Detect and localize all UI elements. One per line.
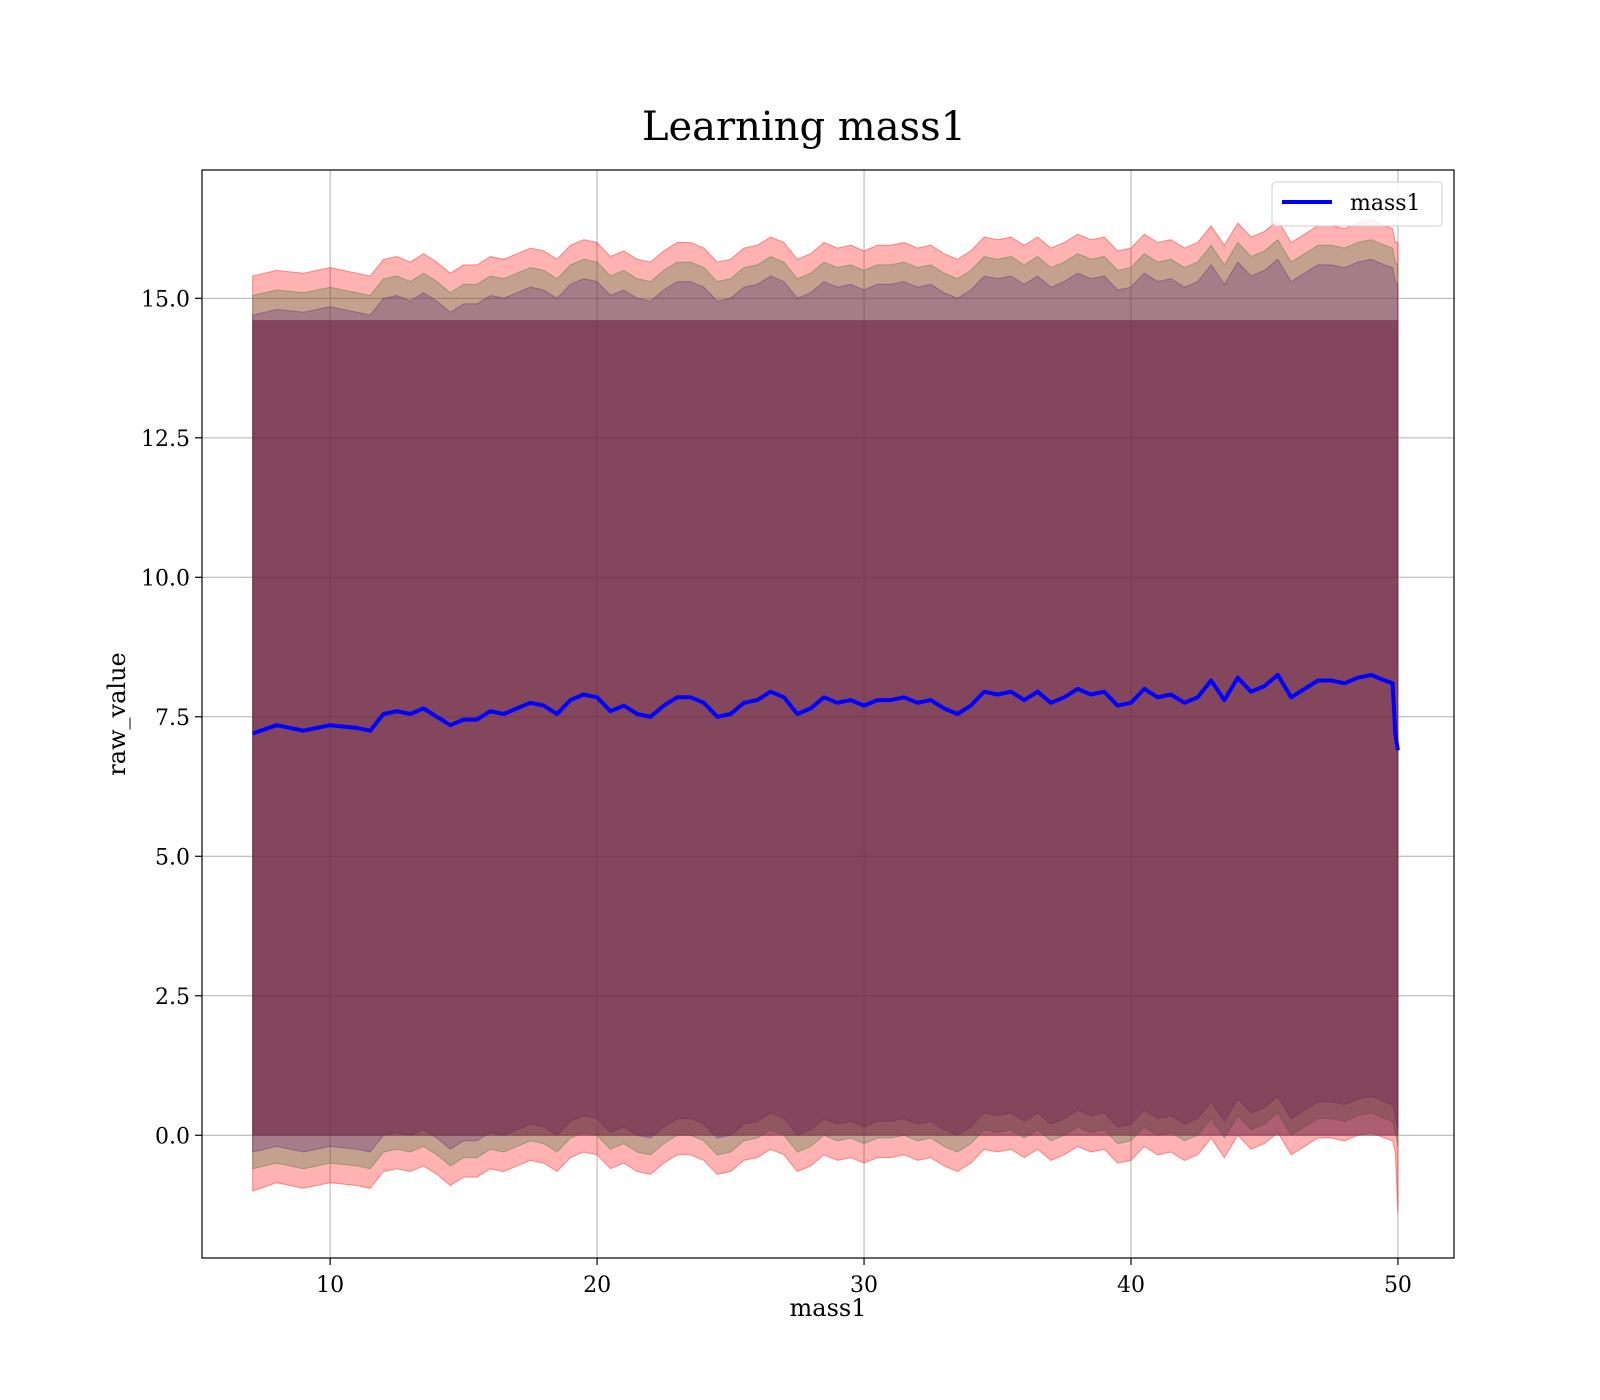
legend: mass1 [1271, 181, 1443, 227]
x-tick-label: 20 [583, 1273, 611, 1298]
y-tick-label: 7.5 [155, 706, 190, 731]
x-tick-label: 10 [316, 1273, 344, 1298]
y-tick-label: 10.0 [141, 566, 190, 591]
plot-frame [201, 169, 1455, 1259]
series-lines [252, 672, 1400, 751]
x-tick-label: 30 [850, 1273, 878, 1298]
x-axis: 10 20 30 40 50 [316, 1258, 1412, 1298]
series-line-mass1 [252, 672, 1400, 751]
x-tick-label: 40 [1117, 1273, 1145, 1298]
confidence-band-3 [252, 320, 1399, 1136]
y-tick-label: 12.5 [141, 427, 190, 452]
y-axis-label: raw_value [103, 652, 131, 776]
y-tick-label: 5.0 [155, 845, 190, 870]
y-tick-label: 15.0 [141, 287, 190, 312]
y-axis: 0.0 2.5 5.0 7.5 10.0 12.5 15.0 [141, 287, 202, 1149]
y-tick-label: 2.5 [155, 985, 190, 1010]
confidence-bands [252, 219, 1399, 1214]
y-tick-label: 0.0 [155, 1124, 190, 1149]
legend-box [1271, 181, 1443, 227]
x-axis-label: mass1 [790, 1294, 867, 1322]
legend-label-mass1: mass1 [1350, 191, 1421, 216]
x-tick-label: 50 [1384, 1273, 1412, 1298]
chart-title: Learning mass1 [642, 104, 966, 150]
